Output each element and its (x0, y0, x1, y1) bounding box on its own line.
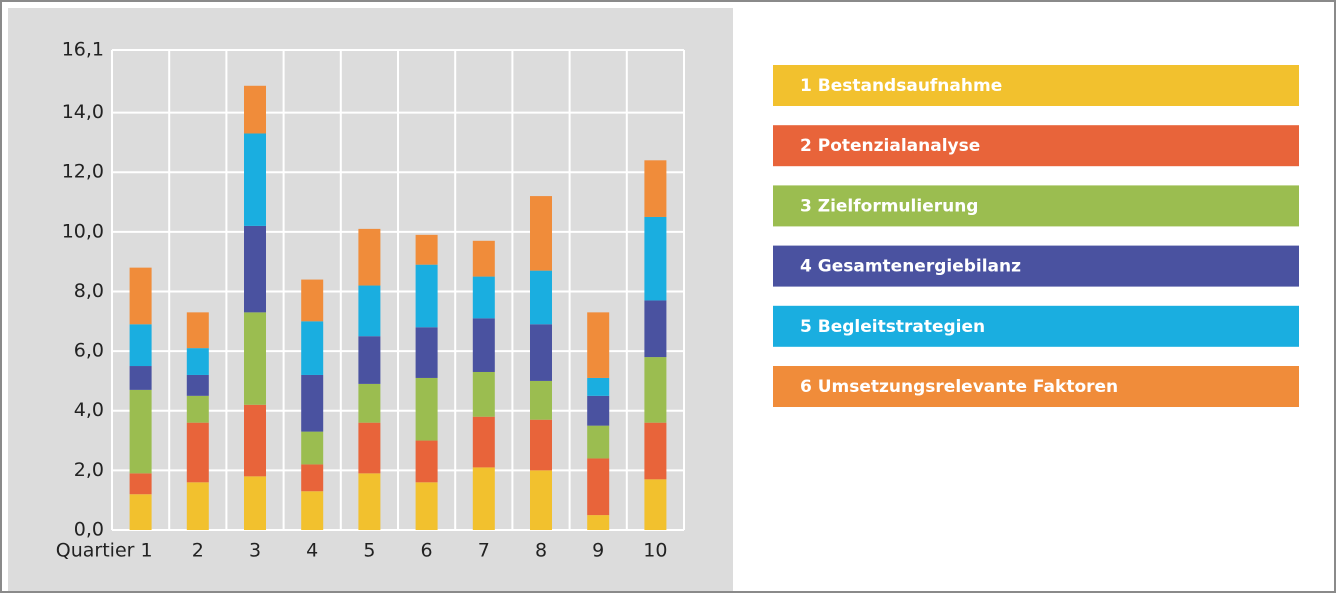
bar-segment (587, 515, 610, 530)
legend-label: 1 Bestandsaufnahme (800, 76, 1002, 96)
bar-segment (358, 383, 381, 423)
bar-segment (530, 470, 552, 530)
bar-segment (530, 324, 552, 381)
bar-segment (301, 374, 324, 432)
bar-segment (530, 419, 552, 471)
bar-segment (244, 312, 266, 405)
bar-segment (129, 324, 152, 367)
y-tick-label: 2,0 (74, 459, 104, 481)
legend-label: 6 Umsetzungsrelevante Faktoren (800, 377, 1118, 397)
x-tick-label: 3 (249, 540, 261, 562)
bar-segment (244, 404, 266, 477)
x-tick-label: 8 (535, 540, 547, 562)
legend-label: 2 Potenzialanalyse (800, 136, 980, 156)
bar-segment (415, 440, 438, 483)
bar-segment (644, 479, 667, 530)
y-tick-label: 16,1 (62, 39, 104, 61)
legend-swatch (773, 245, 1299, 287)
x-tick-label: 5 (363, 540, 375, 562)
legend-swatch (773, 305, 1299, 347)
bar-segment (644, 216, 667, 301)
bar-segment (244, 133, 266, 226)
bar-segment (301, 321, 324, 375)
bar-segment (129, 389, 152, 474)
y-tick-label: 14,0 (62, 101, 104, 123)
bar-segment (186, 312, 209, 349)
bar-segment (415, 482, 438, 530)
legend-swatch (773, 366, 1299, 407)
bar-segment (587, 395, 610, 426)
bar-segment (358, 473, 381, 530)
bar-segment (244, 225, 266, 313)
bar-segment (244, 85, 266, 134)
legend-swatch (773, 65, 1299, 106)
bar-segment (530, 380, 552, 420)
bar-segment (644, 160, 667, 217)
bar-segment (472, 371, 495, 417)
bar-segment (415, 327, 438, 378)
x-tick-label: 9 (592, 540, 604, 562)
bar-segment (530, 270, 552, 325)
bar-segment (301, 279, 324, 322)
bar-segment (472, 467, 495, 530)
bar-segment (472, 276, 495, 319)
x-tick-label: 4 (306, 540, 318, 562)
bar-segment (129, 366, 152, 390)
y-tick-label: 0,0 (74, 519, 104, 541)
y-tick-label: 6,0 (74, 340, 104, 362)
bar-segment (358, 285, 381, 337)
y-tick-label: 10,0 (62, 220, 104, 242)
bar-segment (358, 336, 381, 384)
bar-segment (186, 422, 209, 483)
bar-segment (530, 196, 552, 271)
bar-segment (644, 357, 667, 423)
bar-segment (415, 234, 438, 265)
bar-segment (587, 458, 610, 516)
bar-segment (472, 240, 495, 277)
bar-segment (358, 422, 381, 474)
bar-segment (644, 300, 667, 358)
x-tick-label: 10 (643, 540, 667, 562)
bar-segment (415, 264, 438, 328)
legend-label: 4 Gesamtenergiebilanz (800, 257, 1021, 277)
bar-segment (415, 377, 438, 441)
y-tick-label: 12,0 (62, 161, 104, 183)
bar-segment (186, 482, 209, 530)
bar-segment (186, 395, 209, 423)
legend-swatch (773, 125, 1299, 167)
y-tick-label: 4,0 (74, 399, 104, 421)
bar-segment (301, 491, 324, 530)
x-tick-label: 6 (421, 540, 433, 562)
bar-segment (129, 494, 152, 530)
y-tick-label: 8,0 (74, 280, 104, 302)
bar-segment (587, 312, 610, 378)
bar-segment (644, 422, 667, 480)
legend-swatch (773, 185, 1299, 227)
bar-segment (358, 228, 381, 286)
x-tick-label: 7 (478, 540, 490, 562)
bar-segment (186, 348, 209, 375)
bar-segment (472, 416, 495, 468)
bar-segment (301, 464, 324, 492)
legend-label: 5 Begleitstrategien (800, 317, 985, 337)
bar-segment (587, 377, 610, 396)
legend-label: 3 Zielformulierung (800, 196, 978, 216)
x-tick-label: 2 (192, 540, 204, 562)
x-tick-label: Quartier 1 (56, 540, 153, 562)
bar-segment (301, 431, 324, 465)
bar-segment (186, 374, 209, 396)
bar-segment (587, 425, 610, 459)
bar-segment (129, 473, 152, 495)
bar-segment (472, 318, 495, 372)
bar-segment (129, 267, 152, 325)
bar-segment (244, 476, 266, 530)
